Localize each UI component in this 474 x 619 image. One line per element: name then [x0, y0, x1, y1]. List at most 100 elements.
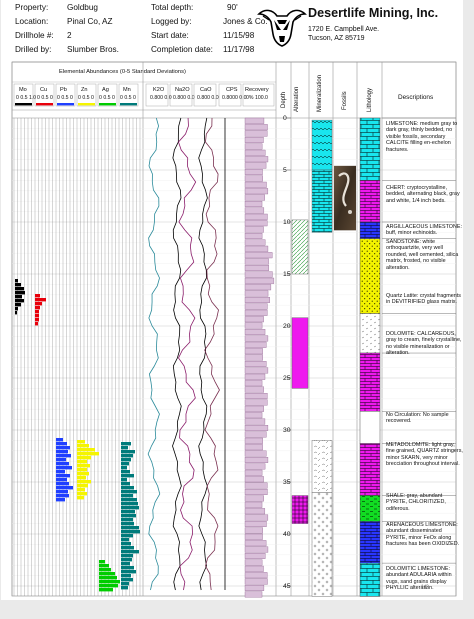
recovery-bar: [244, 444, 263, 451]
pb-bar: [56, 446, 70, 450]
oxide-scale-k2o: 0.800 0.0: [150, 95, 172, 101]
mn-bar: [121, 546, 134, 550]
recovery-bar: [244, 188, 269, 195]
recovery-bar: [244, 361, 267, 367]
mo-bar: [15, 287, 24, 291]
recovery-bar: [244, 521, 267, 527]
recovery-bar: [244, 309, 268, 316]
recovery-bar: [244, 386, 264, 393]
ag-bar: [99, 588, 113, 592]
recovery-bar: [244, 380, 263, 387]
lithology-metadolomite: [359, 443, 381, 496]
recovery-bar: [244, 143, 263, 150]
mn-bar: [121, 450, 135, 454]
lithology-quartz-latite: [359, 313, 381, 354]
ag-bar: [99, 568, 111, 572]
mn-bar: [121, 562, 130, 566]
start-date-value: 11/15/98: [223, 31, 255, 40]
recovery-bar: [244, 201, 263, 207]
mn-bar: [121, 446, 128, 450]
recovery-bar: [244, 252, 273, 259]
ag-bar: [99, 580, 120, 584]
lithology-dolomite: [359, 352, 381, 412]
recovery-bar: [244, 533, 263, 540]
recovery-bar: [244, 585, 265, 591]
mn-bar: [121, 442, 131, 446]
depth-tick-label: 30: [283, 427, 291, 434]
mo-bar: [15, 311, 17, 315]
cu-bar: [35, 298, 46, 302]
element-name-cu: Cu: [40, 87, 48, 93]
element-scale-mn: 0 0.5 0: [120, 95, 136, 101]
zn-bar: [77, 472, 89, 476]
recovery-bar: [244, 508, 266, 515]
recovery-bar: [244, 469, 263, 476]
cao-curve: [198, 117, 208, 591]
cu-bar: [35, 294, 40, 298]
recovery-bar: [244, 437, 263, 444]
mo-bar: [15, 295, 22, 299]
oxide-name-cao: CaO: [200, 87, 212, 93]
description-chert: CHERT: cryptocrystalline, bedded, altern…: [386, 185, 460, 204]
mn-bar: [121, 534, 133, 538]
mn-bar: [121, 566, 134, 570]
lithology-chert: [359, 180, 381, 223]
element-name-pb: Pb: [60, 87, 67, 93]
na2o-curve-1: [172, 117, 182, 591]
lithology-arenaceous-limestone: [359, 521, 381, 564]
cu-bar: [35, 314, 39, 318]
recovery-bar: [244, 495, 264, 502]
lithology-limestone: [359, 117, 381, 181]
element-color-bar-mo: [15, 103, 32, 106]
mo-bar: [15, 279, 18, 283]
recovery-bar: [244, 418, 266, 425]
recovery-bar: [244, 271, 273, 278]
mo-bar: [15, 303, 21, 307]
mn-bar: [121, 490, 137, 494]
lithology-argillaceous-limestone: [359, 221, 381, 239]
recovery-bar: [244, 137, 264, 143]
recovery-bar: [244, 367, 269, 374]
recovery-bar: [244, 341, 267, 348]
recovery-bar: [244, 290, 269, 297]
oxide-name-na2o: Na2O: [175, 87, 190, 93]
zn-bar: [77, 488, 85, 492]
element-name-mn: Mn: [123, 87, 131, 93]
recovery-bar: [244, 546, 269, 553]
mn-bar: [121, 582, 129, 586]
drilledby-label: Drilled by:: [15, 45, 52, 54]
recovery-bar: [244, 540, 267, 547]
element-scale-cu: 0 0.5 0: [37, 95, 53, 101]
pb-bar: [56, 486, 73, 490]
pb-bar: [56, 450, 68, 454]
recovery-bar: [244, 527, 263, 534]
recovery-bar: [244, 559, 263, 566]
descriptions-header: Descriptions: [398, 94, 434, 101]
element-scale-ag: 0 0.5 0: [99, 95, 115, 101]
recovery-bar: [244, 175, 263, 182]
element-color-bar-mn: [120, 103, 137, 106]
k2o-curve: [147, 117, 161, 591]
recovery-bar: [244, 405, 264, 412]
recovery-bar: [244, 303, 268, 310]
pb-bar: [56, 474, 70, 478]
lithology-dolomitic-limestone: [359, 562, 381, 597]
pb-bar: [56, 494, 69, 498]
mn-bar: [121, 530, 140, 534]
cu-bar: [35, 310, 39, 314]
location-value: Pinal Co, AZ: [67, 17, 113, 26]
recovery-bar: [244, 578, 268, 585]
recovery-bar: [244, 354, 263, 361]
drillhole-value: 2: [67, 31, 72, 40]
cu-bar: [35, 318, 39, 322]
mn-bar: [121, 514, 136, 518]
mn-bar: [121, 482, 130, 486]
recovery-bar: [244, 476, 264, 483]
element-color-bar-cu: [36, 103, 53, 106]
description-dolomite: DOLOMITE: CALCAREOUS, gray to cream, fin…: [386, 331, 462, 357]
recovery-bar: [244, 373, 266, 380]
mineralization-cyan: [311, 169, 333, 233]
lithology-sandstone: [359, 238, 381, 314]
zn-bar: [77, 492, 87, 496]
recovery-bar: [244, 181, 267, 188]
